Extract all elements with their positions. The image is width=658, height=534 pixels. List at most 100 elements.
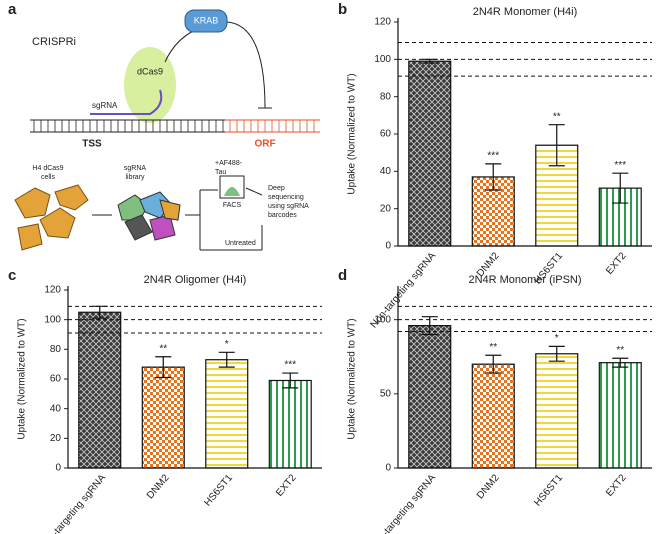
bar (408, 60, 452, 247)
chart-title: 2N4R Monomer (iPSN) (468, 274, 581, 286)
y-tick-label: 80 (50, 344, 62, 355)
panel-label: a (8, 1, 17, 18)
panel-label: d (338, 267, 347, 284)
x-tick-label: DNM2 (475, 472, 502, 501)
inhibition-arrow (226, 21, 266, 109)
significance-label: * (555, 333, 559, 344)
orf-label: ORF (254, 139, 275, 150)
effector-label: KRAB (194, 15, 219, 25)
significance-label: *** (487, 151, 499, 162)
error-bar (548, 124, 565, 167)
axes (67, 286, 322, 469)
error-bar (612, 357, 629, 368)
significance-label: *** (614, 160, 626, 171)
significance-label: *** (284, 360, 296, 371)
bar (535, 353, 579, 469)
x-tick-label: EXT2 (604, 472, 629, 499)
y-tick-label: 60 (50, 374, 62, 385)
dna-rungs (33, 120, 315, 132)
x-tick-label: DNM2 (145, 472, 172, 501)
error-bar (548, 345, 565, 362)
bar (78, 311, 122, 469)
y-tick-label: 100 (374, 54, 391, 65)
bar (141, 366, 185, 469)
x-tick-label: Non-targeting sgRNA (369, 472, 439, 534)
facs-plot (224, 187, 240, 196)
diagram-title: CRISPRi (32, 36, 76, 48)
significance-label: ** (553, 111, 561, 122)
sequencing-label: Deep (268, 185, 285, 192)
panel-label: c (8, 267, 16, 284)
cells (14, 184, 89, 251)
facs-box (219, 175, 245, 199)
treatment-label: +AF488- (215, 160, 243, 167)
bar (471, 363, 515, 469)
y-tick-label: 80 (380, 91, 392, 102)
significance-label: ** (159, 343, 167, 354)
y-tick-label: 0 (385, 241, 391, 252)
error-bar (218, 351, 235, 368)
error-bar (485, 163, 502, 191)
sgrna-strand (90, 89, 163, 115)
krab-shape (184, 9, 228, 33)
bar-chart: 2N4R Monomer (iPSN) Uptake (Normalized to… (347, 274, 652, 534)
error-bar (282, 372, 299, 389)
x-tick-label: Non-targeting sgRNA (39, 472, 109, 534)
bar (205, 359, 249, 469)
y-tick-label: 20 (50, 433, 62, 444)
significance-label: ** (616, 345, 624, 356)
bar (598, 362, 642, 469)
y-tick-label: 120 (374, 17, 391, 28)
x-tick-label: EXT2 (274, 472, 299, 499)
y-axis-label: Uptake (Normalized to WT) (347, 318, 358, 439)
sequencing-label: barcodes (268, 212, 297, 219)
panel-label: b (338, 1, 347, 18)
sorting-label: FACS (223, 202, 242, 209)
library-label: sgRNA (124, 165, 147, 172)
y-tick-label: 120 (44, 285, 61, 296)
axes (397, 18, 652, 247)
significance-label: ** (489, 342, 497, 353)
library-label: library (125, 174, 145, 181)
error-bar (485, 354, 502, 374)
y-axis-label: Uptake (Normalized to WT) (347, 73, 358, 194)
linker (164, 29, 196, 63)
cells-label: H4 dCas9 (32, 165, 63, 172)
y-tick-label: 100 (374, 314, 391, 325)
axes (397, 286, 652, 469)
tss-label: TSS (82, 139, 102, 150)
significance-label: * (225, 339, 229, 350)
charts: 2N4R Monomer (H4i) Uptake (Normalized to … (17, 6, 652, 534)
bar (268, 379, 312, 469)
diagram: CRISPRi dCas9 KRAB sgRNA TSS ORF H4 dCas… (14, 9, 320, 251)
control-label: Untreated (225, 240, 256, 247)
y-tick-label: 40 (380, 166, 392, 177)
x-tick-label: HS6ST1 (202, 472, 235, 508)
sequencing-label: using sgRNA (268, 203, 309, 210)
treatment-label: Tau (215, 169, 226, 176)
library-cells (117, 191, 181, 241)
y-tick-label: 60 (380, 129, 392, 140)
sequencing-label: sequencing (268, 194, 304, 201)
y-tick-label: 40 (50, 403, 62, 414)
y-tick-label: 0 (55, 463, 61, 474)
protein-label: dCas9 (137, 66, 163, 76)
y-tick-label: 0 (385, 463, 391, 474)
cells-label: cells (41, 174, 56, 181)
x-tick-label: HS6ST1 (532, 472, 565, 508)
dcas9-shape (124, 47, 176, 123)
bar (408, 324, 452, 469)
y-tick-label: 50 (380, 388, 392, 399)
y-tick-label: 100 (44, 314, 61, 325)
y-axis-label: Uptake (Normalized to WT) (17, 318, 28, 439)
guide-label: sgRNA (92, 101, 118, 110)
error-bar (612, 172, 629, 204)
bar-chart: 2N4R Oligomer (H4i) Uptake (Normalized to… (17, 274, 322, 534)
arrow (245, 187, 263, 196)
chart-title: 2N4R Oligomer (H4i) (144, 274, 247, 286)
y-tick-label: 20 (380, 203, 392, 214)
error-bar (155, 356, 172, 379)
x-tick-label: EXT2 (604, 250, 629, 277)
chart-title: 2N4R Monomer (H4i) (473, 6, 578, 18)
